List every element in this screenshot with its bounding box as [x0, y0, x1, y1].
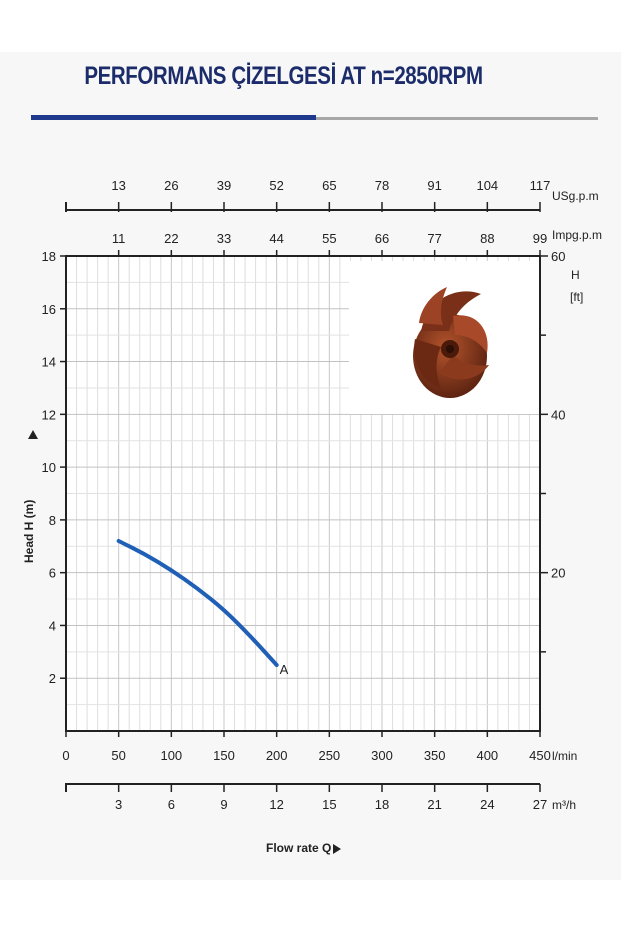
- y-axis-title: Head H (m): [22, 500, 36, 563]
- y-tick-label: 2: [49, 671, 56, 686]
- usgpm-tick-label: 26: [164, 178, 178, 193]
- usgpm-unit: USg.p.m: [552, 189, 599, 203]
- x-axis-unit: l/min: [552, 749, 577, 763]
- impgpm-tick-label: 33: [217, 231, 231, 246]
- impgpm-tick-label: 44: [269, 231, 283, 246]
- x-tick-label: 300: [371, 748, 393, 763]
- x-tick-label: 50: [111, 748, 125, 763]
- ft-axis-unit: [ft]: [570, 290, 583, 304]
- impgpm-unit: Impg.p.m: [552, 228, 602, 242]
- y-tick-label: 6: [49, 566, 56, 581]
- m3h-tick-label: 24: [480, 797, 494, 812]
- m3h-tick-label: 3: [115, 797, 122, 812]
- m3h-tick-label: 18: [375, 797, 389, 812]
- impgpm-tick-label: 11: [112, 231, 126, 246]
- m3h-tick-label: 9: [220, 797, 227, 812]
- usgpm-tick-label: 39: [217, 178, 231, 193]
- ft-tick-label: 60: [551, 249, 565, 264]
- x-tick-label: 150: [213, 748, 235, 763]
- m3h-tick-label: 12: [269, 797, 283, 812]
- y-tick-label: 10: [42, 460, 56, 475]
- y-tick-label: 4: [49, 618, 56, 633]
- x-tick-label: 200: [266, 748, 288, 763]
- y-tick-label: 16: [42, 302, 56, 317]
- impgpm-tick-label: 88: [480, 231, 494, 246]
- x-tick-label: 350: [424, 748, 446, 763]
- x-axis-title: Flow rate Q: [266, 841, 331, 855]
- x-tick-label: 450: [529, 748, 551, 763]
- impgpm-tick-label: 77: [427, 231, 441, 246]
- y-tick-label: 12: [42, 407, 56, 422]
- usgpm-tick-label: 65: [322, 178, 336, 193]
- y-tick-label: 8: [49, 513, 56, 528]
- y-tick-label: 18: [42, 249, 56, 264]
- title-underline-blue: [31, 115, 316, 120]
- impgpm-tick-label: 55: [322, 231, 336, 246]
- m3h-tick-label: 6: [168, 797, 175, 812]
- ft-axis-label: H: [571, 268, 580, 282]
- tick-labels: 0 50 100 150 200 250 300 350 400 450 l/min13113262…: [22, 178, 602, 855]
- x-tick-label: 250: [318, 748, 340, 763]
- x-axis-arrow-icon: [333, 844, 341, 854]
- curve-a-label: A: [280, 662, 289, 677]
- axes: [60, 202, 548, 792]
- impeller-icon: [413, 287, 489, 398]
- title-underline-gray: [316, 117, 598, 120]
- usgpm-tick-label: 78: [375, 178, 389, 193]
- impeller-photo: [349, 261, 539, 414]
- curve-layer: A: [116, 539, 289, 677]
- ft-tick-label: 20: [551, 566, 565, 581]
- impgpm-tick-label: 99: [533, 231, 547, 246]
- x-tick-label: 400: [476, 748, 498, 763]
- usgpm-tick-label: 117: [530, 178, 551, 193]
- chart-title: PERFORMANS ÇİZELGESİ AT n=2850RPM: [84, 62, 483, 90]
- x-tick-label: 0: [62, 748, 69, 763]
- ft-tick-label: 40: [551, 407, 565, 422]
- curve-a: [116, 539, 279, 668]
- usgpm-tick-label: 104: [476, 178, 498, 193]
- usgpm-tick-label: 52: [269, 178, 283, 193]
- m3h-tick-label: 15: [322, 797, 336, 812]
- usgpm-tick-label: 13: [111, 178, 125, 193]
- usgpm-tick-label: 91: [427, 178, 441, 193]
- m3h-unit: m³/h: [552, 798, 576, 812]
- x-tick-label: 100: [160, 748, 182, 763]
- m3h-tick-label: 27: [533, 797, 547, 812]
- y-tick-label: 14: [42, 355, 56, 370]
- m3h-tick-label: 21: [427, 797, 441, 812]
- impgpm-tick-label: 66: [375, 231, 389, 246]
- impgpm-tick-label: 22: [164, 231, 178, 246]
- y-axis-arrow-icon: [28, 430, 38, 439]
